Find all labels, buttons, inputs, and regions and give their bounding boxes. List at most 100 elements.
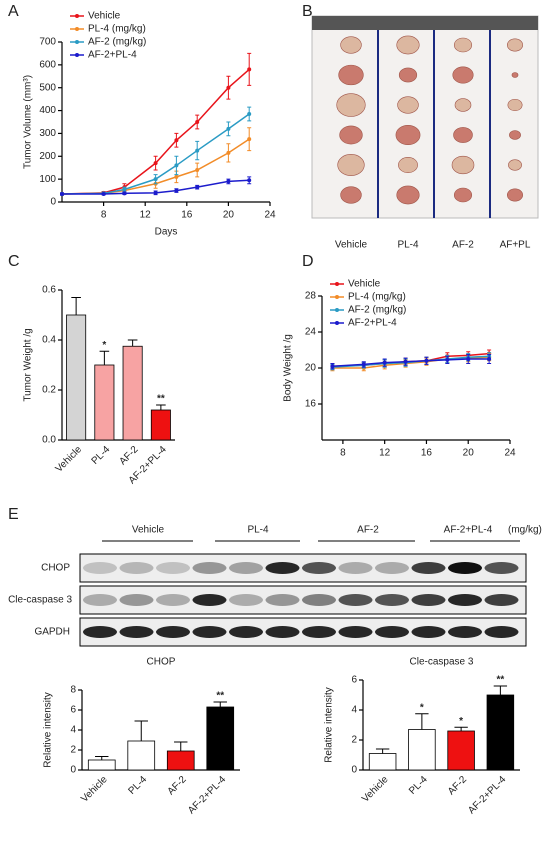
band bbox=[484, 562, 519, 574]
x-tick-label: PL-4 bbox=[90, 444, 113, 467]
error-bar bbox=[213, 701, 227, 707]
x-tick-label: Vehicle bbox=[54, 444, 85, 475]
point bbox=[174, 138, 179, 143]
y-axis-label: Body Weight /g bbox=[283, 334, 294, 402]
tumor bbox=[398, 157, 418, 174]
error-bar bbox=[127, 339, 138, 347]
error-bar bbox=[415, 713, 429, 730]
point bbox=[195, 148, 200, 153]
panel-label: C bbox=[8, 253, 20, 270]
band bbox=[302, 626, 336, 638]
y-tick-label: 300 bbox=[39, 128, 56, 139]
point bbox=[101, 192, 106, 196]
bar bbox=[368, 753, 397, 771]
legend-label: PL-4 (mg/kg) bbox=[88, 24, 146, 35]
blot-row-label: CHOP bbox=[41, 563, 70, 574]
panel-label: A bbox=[8, 3, 19, 20]
legend-label: AF-2 (mg/kg) bbox=[348, 305, 406, 316]
band bbox=[229, 626, 263, 638]
tumor bbox=[397, 96, 419, 114]
point bbox=[445, 357, 450, 362]
x-tick-label: 20 bbox=[463, 448, 475, 459]
series-line bbox=[61, 113, 250, 195]
y-tick-label: 100 bbox=[39, 174, 56, 185]
chart-title: CHOP bbox=[147, 657, 176, 668]
panel-label: B bbox=[302, 3, 313, 20]
point bbox=[174, 163, 179, 168]
y-tick-label: 0.2 bbox=[42, 385, 56, 396]
error-bar bbox=[95, 756, 109, 760]
y-axis-label: Relative intensity bbox=[324, 687, 335, 763]
band bbox=[119, 626, 154, 638]
tumor bbox=[398, 67, 418, 83]
point bbox=[153, 190, 158, 195]
tumor bbox=[339, 125, 363, 145]
band bbox=[411, 594, 446, 606]
panel-label: E bbox=[8, 506, 19, 523]
significance: ** bbox=[216, 691, 224, 702]
tumor bbox=[340, 36, 362, 54]
tumor bbox=[340, 186, 362, 204]
band bbox=[448, 562, 482, 574]
tumor bbox=[451, 155, 475, 175]
legend-marker bbox=[75, 53, 79, 57]
point bbox=[60, 192, 64, 196]
legend-marker bbox=[75, 40, 79, 44]
y-tick-label: 2 bbox=[70, 745, 76, 756]
x-tick-label: 24 bbox=[504, 448, 516, 459]
y-tick-label: 16 bbox=[305, 399, 317, 410]
band bbox=[229, 562, 263, 574]
significance: * bbox=[459, 716, 463, 727]
significance: ** bbox=[496, 675, 504, 686]
band bbox=[156, 594, 190, 606]
point bbox=[122, 187, 127, 192]
band bbox=[83, 562, 117, 574]
band bbox=[265, 626, 300, 638]
y-tick-label: 0 bbox=[50, 197, 56, 208]
tumor bbox=[396, 35, 420, 55]
y-tick-label: 24 bbox=[305, 327, 317, 338]
error-bar bbox=[156, 404, 166, 410]
point bbox=[247, 112, 252, 116]
band bbox=[448, 626, 482, 638]
y-tick-label: 6 bbox=[70, 705, 76, 716]
blot-group: AF-2 bbox=[357, 525, 379, 536]
legend-label: AF-2+PL-4 bbox=[348, 318, 397, 329]
band bbox=[192, 626, 227, 638]
legend-marker bbox=[75, 14, 79, 18]
bar bbox=[122, 345, 143, 441]
legend-marker bbox=[75, 27, 79, 31]
band bbox=[484, 626, 519, 638]
point bbox=[487, 357, 492, 361]
band bbox=[156, 562, 190, 574]
band bbox=[338, 594, 373, 606]
x-tick-label: 8 bbox=[101, 210, 107, 221]
point bbox=[174, 188, 179, 193]
y-tick-label: 500 bbox=[39, 82, 56, 93]
bar bbox=[66, 314, 87, 441]
x-tick-label: 24 bbox=[264, 210, 276, 221]
point bbox=[226, 85, 231, 90]
bar bbox=[206, 706, 235, 771]
point bbox=[195, 168, 200, 172]
tumor bbox=[454, 98, 472, 112]
x-tick-label: AF-2+PL-4 bbox=[466, 774, 508, 816]
tumor bbox=[509, 130, 521, 140]
bar bbox=[87, 759, 116, 771]
x-tick-label: AF-2+PL-4 bbox=[186, 774, 228, 816]
legend-marker bbox=[335, 308, 339, 312]
series-line bbox=[62, 179, 250, 195]
ruler bbox=[312, 16, 538, 30]
band bbox=[484, 594, 519, 606]
significance: * bbox=[102, 340, 106, 351]
tumor bbox=[396, 185, 420, 205]
y-axis-label: Tumor Weight /g bbox=[23, 328, 34, 401]
y-tick-label: 4 bbox=[351, 705, 357, 716]
point bbox=[195, 120, 200, 124]
tumor bbox=[336, 93, 366, 117]
tumor bbox=[508, 159, 522, 171]
point bbox=[424, 358, 429, 363]
photo-label: PL-4 bbox=[397, 240, 419, 251]
y-tick-label: 6 bbox=[351, 675, 357, 686]
